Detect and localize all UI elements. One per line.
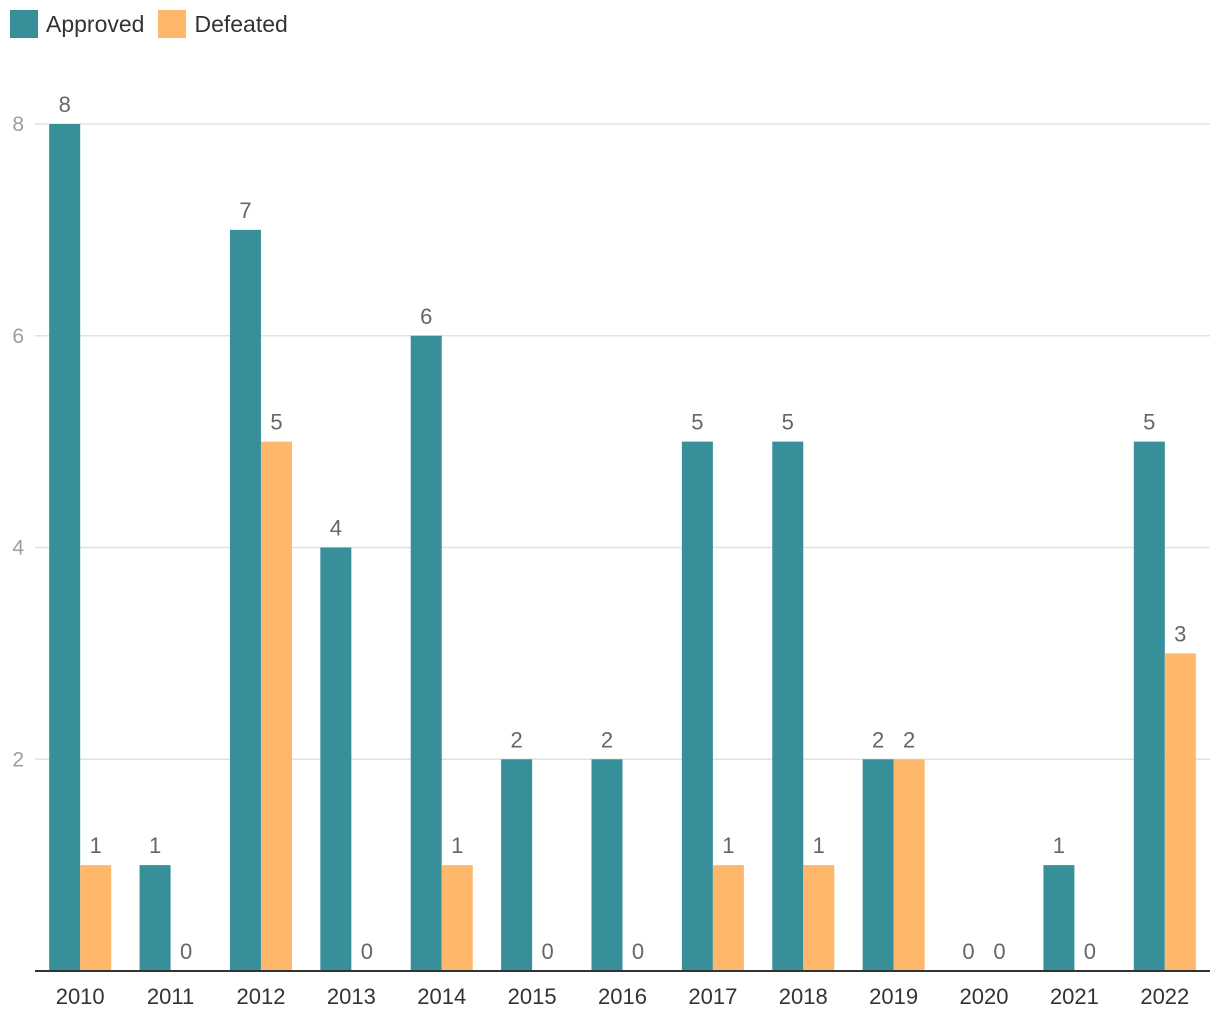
x-tick-label-2017: 2017 bbox=[688, 984, 737, 1009]
y-tick-label-2: 2 bbox=[12, 748, 24, 771]
data-label-defeated-2015: 0 bbox=[541, 939, 553, 964]
x-tick-label-2020: 2020 bbox=[960, 984, 1009, 1009]
data-label-defeated-2014: 1 bbox=[451, 833, 463, 858]
data-label-approved-2010: 8 bbox=[59, 92, 71, 117]
bar-defeated-2017 bbox=[712, 865, 744, 971]
x-tick-label-2021: 2021 bbox=[1050, 984, 1099, 1009]
y-tick-label-6: 6 bbox=[12, 325, 24, 348]
data-label-defeated-2020: 0 bbox=[993, 939, 1005, 964]
bar-approved-2010 bbox=[49, 124, 81, 971]
data-label-defeated-2010: 1 bbox=[90, 833, 102, 858]
x-tick-label-2014: 2014 bbox=[417, 984, 466, 1009]
data-label-approved-2018: 5 bbox=[782, 410, 794, 435]
bar-defeated-2010 bbox=[80, 865, 112, 971]
legend-swatch-approved bbox=[10, 10, 38, 38]
x-tick-label-2019: 2019 bbox=[869, 984, 918, 1009]
data-label-defeated-2011: 0 bbox=[180, 939, 192, 964]
y-tick-label-4: 4 bbox=[12, 537, 24, 560]
data-label-approved-2013: 4 bbox=[330, 516, 342, 541]
data-label-approved-2020: 0 bbox=[962, 939, 974, 964]
data-label-approved-2015: 2 bbox=[510, 727, 522, 752]
x-tick-label-2015: 2015 bbox=[508, 984, 557, 1009]
data-label-defeated-2013: 0 bbox=[361, 939, 373, 964]
data-label-approved-2016: 2 bbox=[601, 727, 613, 752]
data-label-approved-2014: 6 bbox=[420, 304, 432, 329]
data-label-defeated-2022: 3 bbox=[1174, 621, 1186, 646]
legend-swatch-defeated bbox=[158, 10, 187, 38]
legend-item-defeated: Defeated bbox=[158, 10, 288, 38]
x-tick-label-2013: 2013 bbox=[327, 984, 376, 1009]
x-tick-label-2012: 2012 bbox=[236, 984, 285, 1009]
data-label-defeated-2012: 5 bbox=[270, 410, 282, 435]
data-label-defeated-2017: 1 bbox=[722, 833, 734, 858]
x-tick-label-2010: 2010 bbox=[56, 984, 105, 1009]
bar-approved-2016 bbox=[591, 759, 623, 971]
bar-defeated-2014 bbox=[441, 865, 473, 971]
bar-approved-2014 bbox=[410, 335, 442, 971]
bar-approved-2022 bbox=[1133, 441, 1165, 971]
bar-approved-2015 bbox=[501, 759, 533, 971]
bar-approved-2021 bbox=[1043, 865, 1075, 971]
bar-approved-2019 bbox=[862, 759, 894, 971]
data-label-defeated-2021: 0 bbox=[1084, 939, 1096, 964]
x-tick-label-2011: 2011 bbox=[147, 984, 194, 1009]
bar-approved-2012 bbox=[229, 229, 261, 971]
legend: Approved Defeated bbox=[10, 10, 288, 38]
data-label-defeated-2018: 1 bbox=[813, 833, 825, 858]
x-tick-label-2018: 2018 bbox=[779, 984, 828, 1009]
bar-approved-2018 bbox=[772, 441, 804, 971]
data-label-approved-2019: 2 bbox=[872, 727, 884, 752]
data-label-approved-2022: 5 bbox=[1143, 410, 1155, 435]
data-label-defeated-2019: 2 bbox=[903, 727, 915, 752]
legend-item-approved: Approved bbox=[10, 10, 144, 38]
data-label-approved-2017: 5 bbox=[691, 410, 703, 435]
data-label-approved-2012: 7 bbox=[239, 198, 251, 223]
bar-defeated-2019 bbox=[893, 759, 925, 971]
bar-defeated-2022 bbox=[1164, 653, 1196, 971]
x-tick-label-2016: 2016 bbox=[598, 984, 647, 1009]
y-tick-label-8: 8 bbox=[12, 113, 24, 136]
legend-label-approved: Approved bbox=[46, 10, 145, 37]
data-label-defeated-2016: 0 bbox=[632, 939, 644, 964]
data-label-approved-2021: 1 bbox=[1053, 833, 1065, 858]
bar-approved-2013 bbox=[320, 547, 352, 971]
data-label-approved-2011: 1 bbox=[149, 833, 161, 858]
bar-approved-2017 bbox=[681, 441, 713, 971]
bar-defeated-2012 bbox=[260, 441, 292, 971]
bar-defeated-2018 bbox=[803, 865, 835, 971]
bar-approved-2011 bbox=[139, 865, 171, 971]
x-tick-label-2022: 2022 bbox=[1140, 984, 1189, 1009]
legend-label-defeated: Defeated bbox=[194, 10, 288, 37]
